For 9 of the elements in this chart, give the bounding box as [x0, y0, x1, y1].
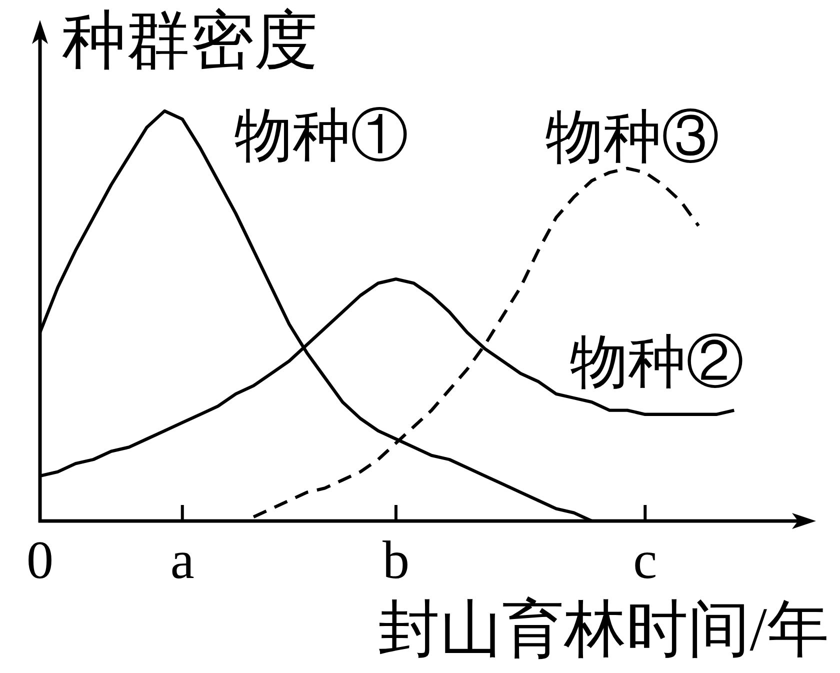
series-name: 物种①	[234, 103, 409, 168]
x-tick-label: c	[633, 530, 658, 590]
x-tick-label: 0	[26, 530, 54, 590]
x-tick-label: b	[382, 530, 410, 590]
x-axis-title: 封山育林时间/年	[378, 596, 829, 664]
series-name: 物种②	[570, 329, 744, 394]
y-axis-title: 种群密度	[62, 5, 318, 76]
x-tick-label: a	[170, 530, 194, 590]
series-name: 物种③	[545, 104, 720, 170]
